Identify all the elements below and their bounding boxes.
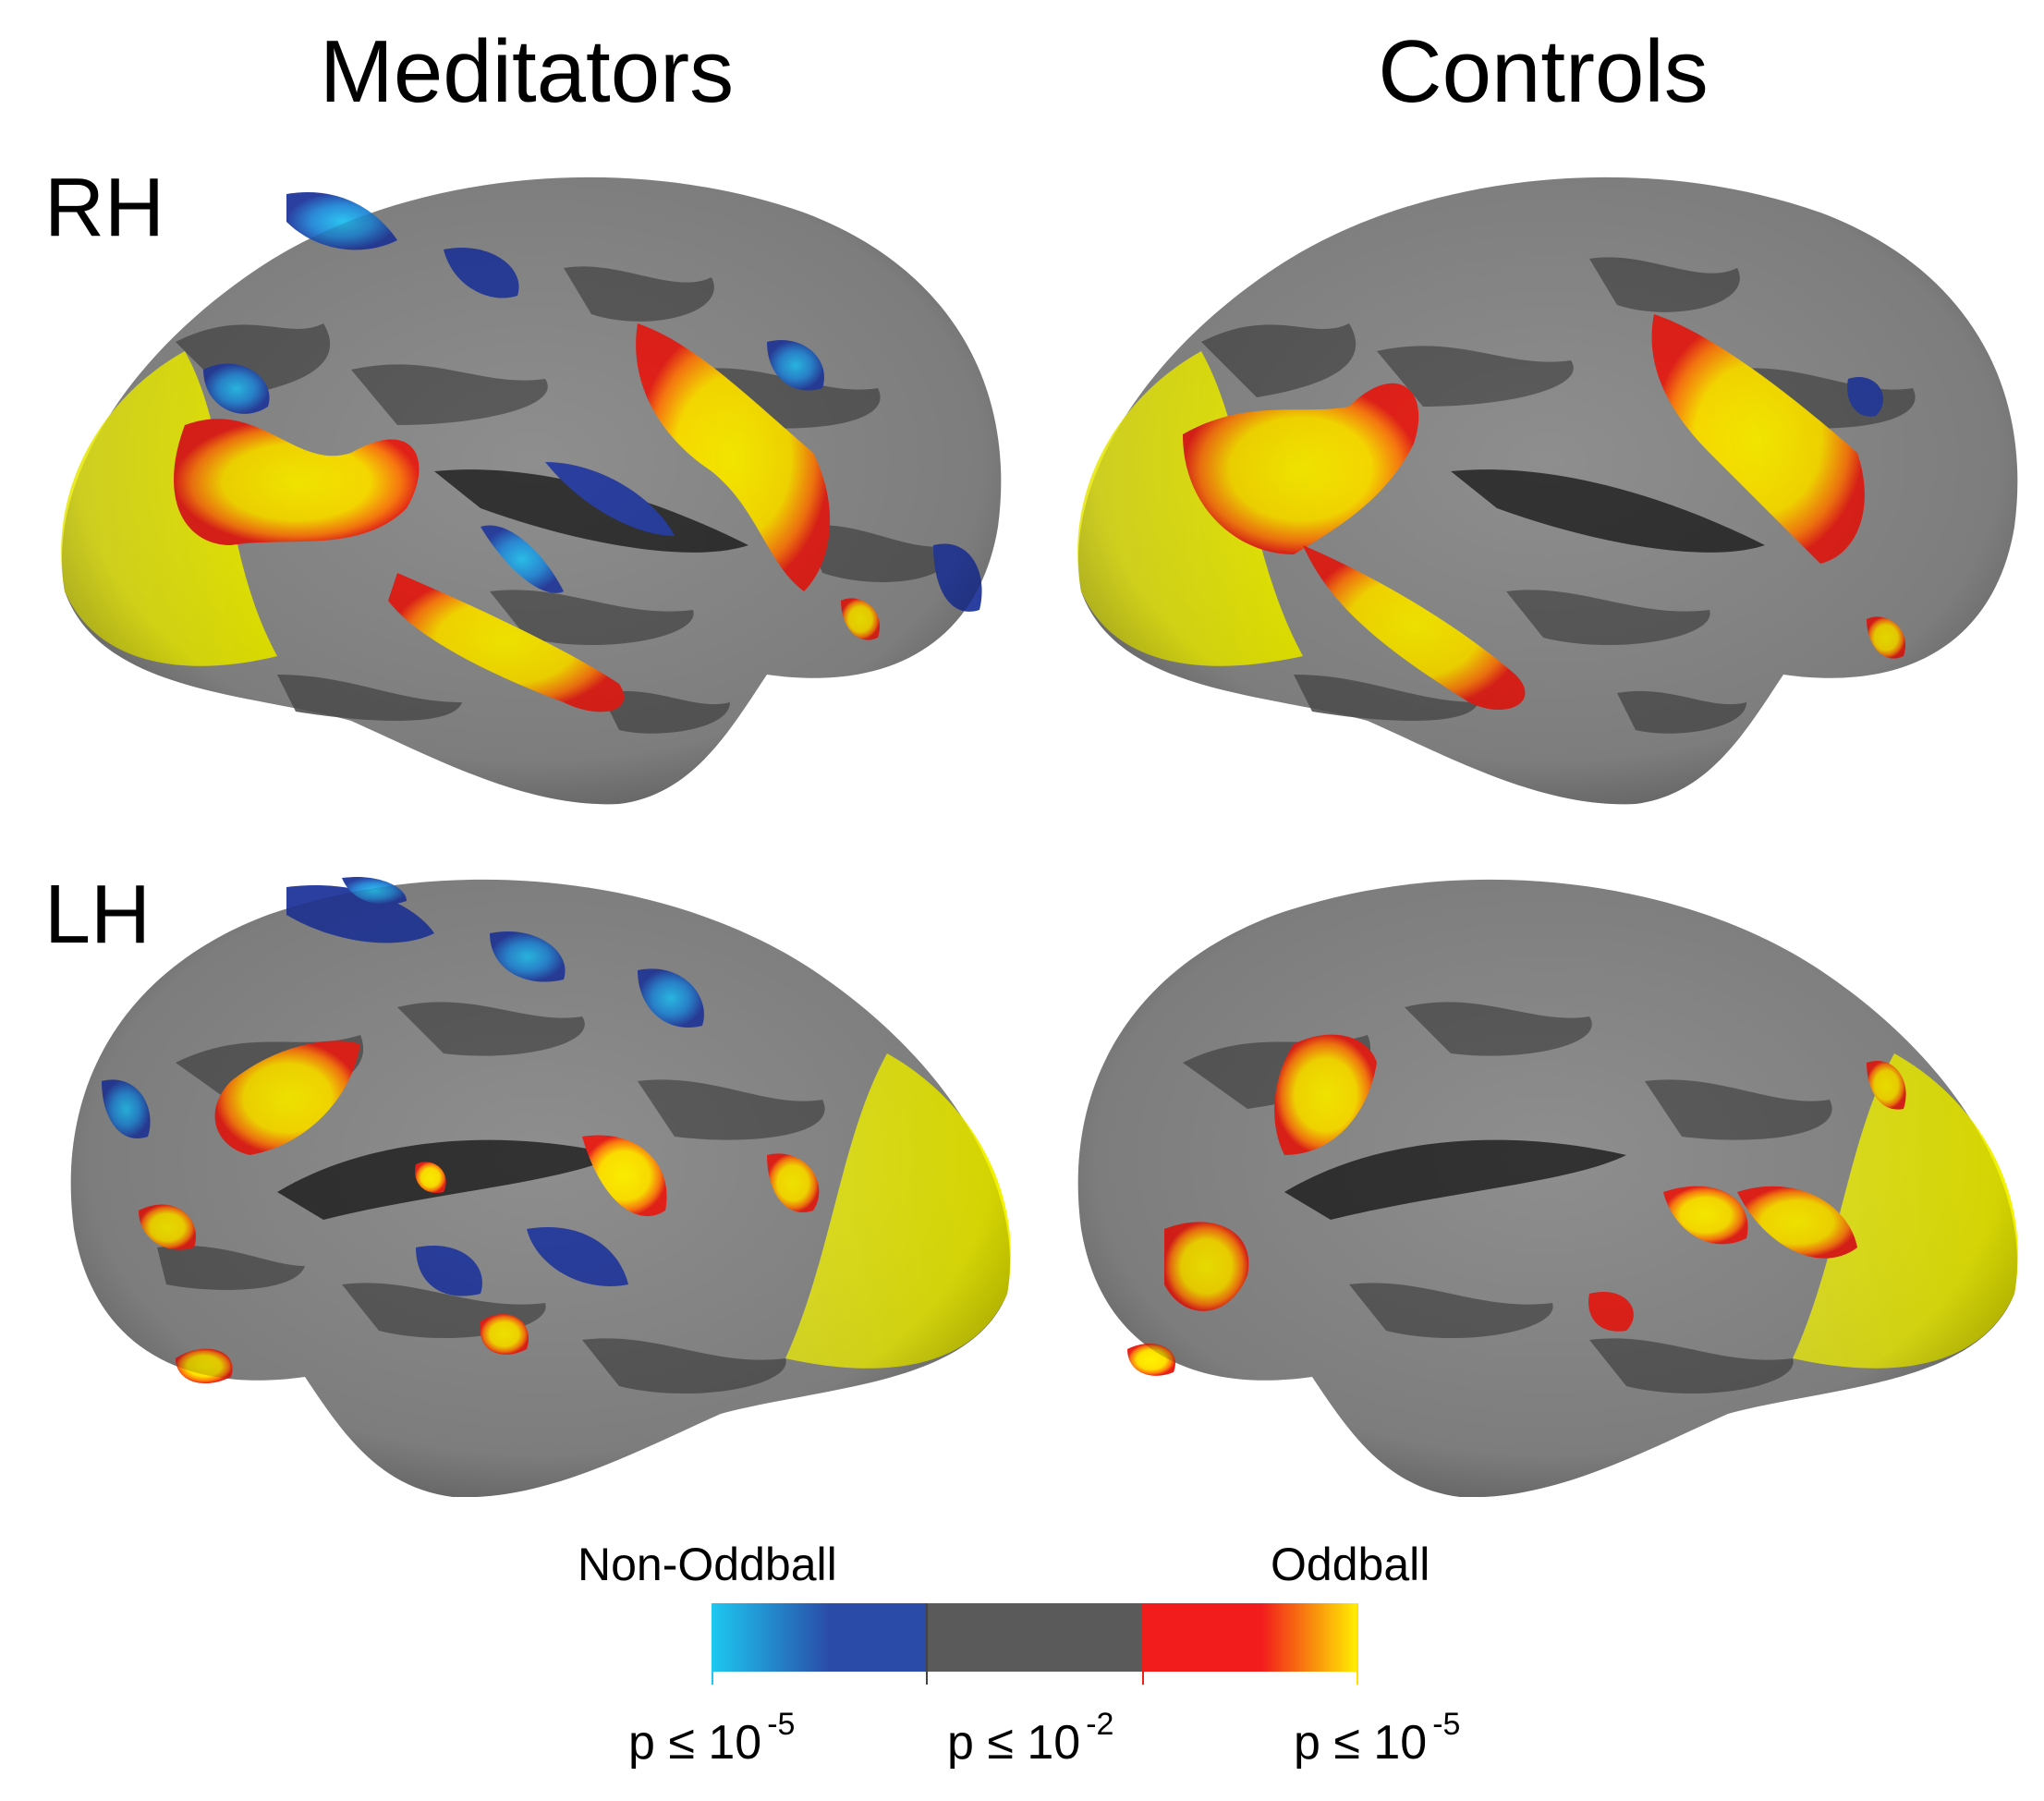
row-label-lh: LH — [44, 869, 152, 961]
brain-surface-controls-rh — [1063, 157, 2042, 813]
colorbar-gray-segment — [927, 1603, 1143, 1672]
column-title-controls: Controls — [1378, 22, 1709, 121]
p-value-label-threshold: p ≤ 10 -2 — [947, 1707, 1114, 1770]
brain-surface-controls-lh — [1072, 859, 2033, 1498]
p-value-label-non-oddball: p ≤ 10 -5 — [628, 1707, 796, 1770]
colorbar — [712, 1603, 1358, 1685]
p-value-label-oddball: p ≤ 10 -5 — [1294, 1707, 1461, 1770]
colorbar-label-non-oddball: Non-Oddball — [578, 1539, 837, 1590]
colorbar-blue-segment — [712, 1603, 927, 1672]
brain-surface-meditators-lh — [65, 859, 1026, 1498]
row-label-rh: RH — [44, 162, 164, 254]
column-title-meditators: Meditators — [319, 22, 735, 121]
brain-surface-meditators-rh — [46, 157, 1026, 813]
colorbar-red-segment — [1143, 1603, 1358, 1672]
colorbar-label-oddball: Oddball — [1271, 1539, 1430, 1590]
